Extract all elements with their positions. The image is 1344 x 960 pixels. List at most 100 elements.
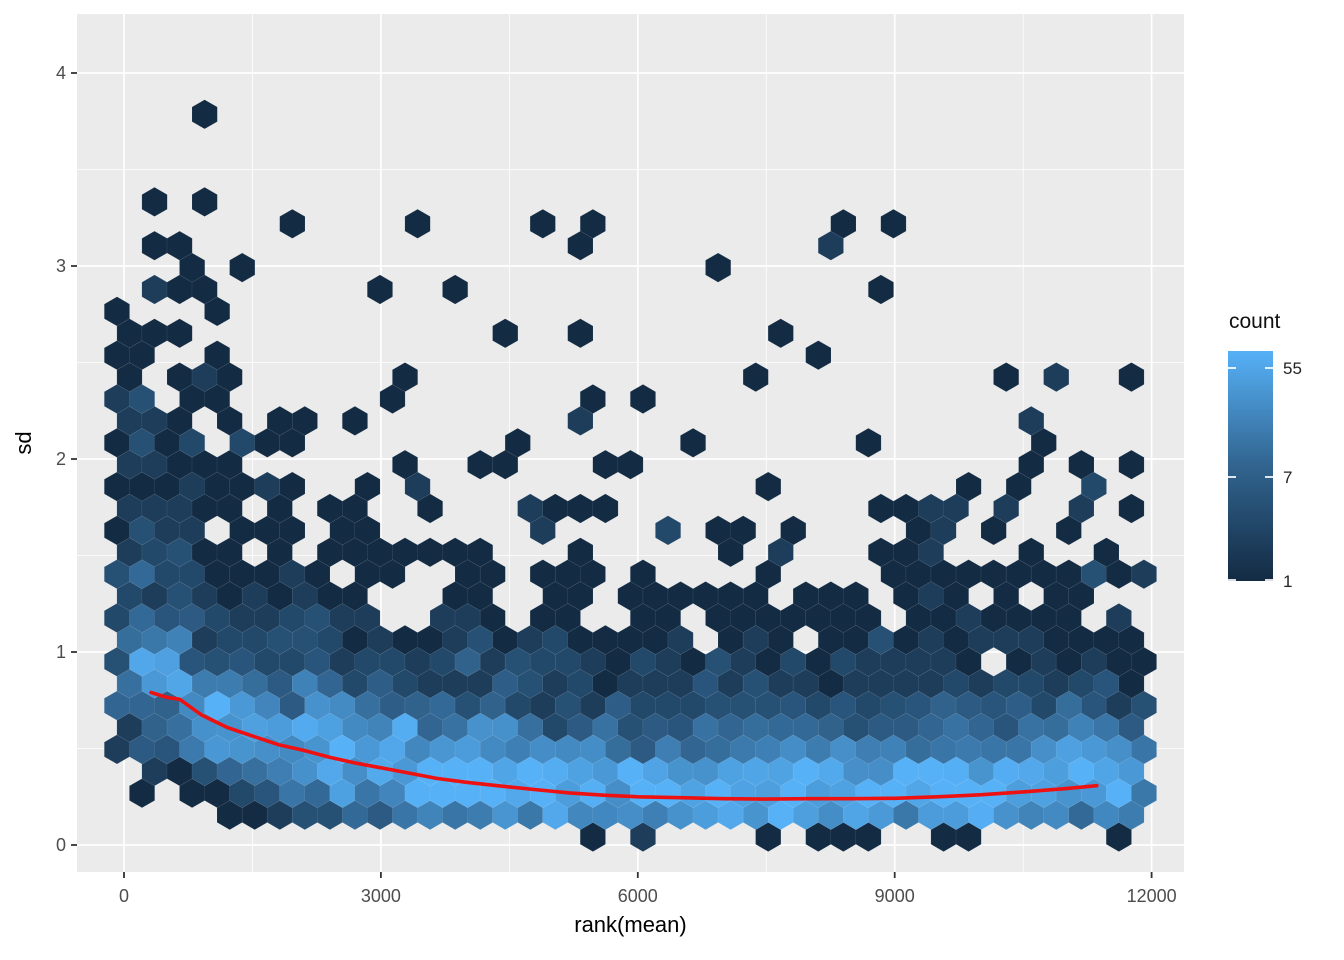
hex-bin xyxy=(266,537,293,568)
hex-bin xyxy=(1105,822,1132,852)
legend-title: count xyxy=(1229,310,1281,333)
hex-bin xyxy=(855,822,882,852)
hex-bin xyxy=(141,187,168,217)
hex-bin xyxy=(342,493,368,524)
hex-bin xyxy=(868,274,894,305)
hex-bin xyxy=(755,559,782,590)
x-axis-title: rank(mean) xyxy=(574,912,687,937)
hex-bin xyxy=(755,822,782,852)
hex-bin xyxy=(467,581,494,611)
hex-bin xyxy=(1118,493,1145,524)
hex-bin xyxy=(529,208,556,239)
hex-bin xyxy=(579,208,606,239)
y-tick-label: 2 xyxy=(56,449,66,469)
hex-bin xyxy=(1055,515,1082,546)
hex-bin xyxy=(567,537,594,568)
hex-bin xyxy=(1131,646,1157,677)
hex-bin xyxy=(354,603,381,633)
hex-bin xyxy=(492,318,519,349)
hex-bin xyxy=(216,449,243,480)
hex-bin xyxy=(529,515,556,546)
hex-bin xyxy=(680,427,706,458)
hex-bin xyxy=(592,493,619,524)
legend-colorbar xyxy=(1228,351,1273,581)
hex-bin xyxy=(367,274,393,305)
hex-bin xyxy=(279,471,306,502)
hex-bin xyxy=(1043,362,1070,392)
y-tick-label: 4 xyxy=(56,63,66,83)
hex-bin xyxy=(342,406,368,436)
hex-bin xyxy=(504,427,531,458)
legend-tick-mark xyxy=(1228,579,1236,581)
hex-bin xyxy=(1105,603,1132,633)
hex-bin xyxy=(1118,449,1145,480)
hex-bin xyxy=(1118,362,1145,392)
hex-bin xyxy=(943,581,969,611)
hex-bin xyxy=(166,406,193,436)
hex-bin xyxy=(717,537,744,568)
hex-bin xyxy=(417,493,443,524)
hex-bin xyxy=(404,471,431,502)
hex-bin xyxy=(166,230,193,261)
hex-bin xyxy=(266,493,293,524)
hex-bin xyxy=(567,318,594,349)
hex-bin xyxy=(1131,778,1157,809)
hex-bin xyxy=(993,362,1020,392)
y-tick-label: 0 xyxy=(56,835,66,855)
y-axis-title: sd xyxy=(11,431,36,455)
hex-bin xyxy=(1118,625,1145,655)
x-tick-label: 6000 xyxy=(618,886,658,906)
legend-tick-mark xyxy=(1265,366,1273,369)
hex-bin xyxy=(855,427,882,458)
hex-bin xyxy=(354,515,381,546)
hex-bin xyxy=(1131,559,1157,590)
x-tick-label: 3000 xyxy=(361,886,401,906)
hex-bin xyxy=(1118,800,1145,830)
hex-bin xyxy=(354,471,381,502)
hex-bin xyxy=(567,406,594,436)
hex-bin xyxy=(404,208,431,239)
hex-bin xyxy=(392,362,418,392)
hex-bin xyxy=(279,515,306,546)
hex-bin xyxy=(943,493,969,524)
hex-bin xyxy=(229,252,256,283)
hex-bin xyxy=(980,515,1007,546)
hex-bin xyxy=(204,384,231,414)
hex-bin xyxy=(1018,449,1045,480)
hex-bin xyxy=(467,537,494,568)
hex-bin xyxy=(279,427,306,458)
hex-bin xyxy=(780,515,807,546)
y-tick-label: 1 xyxy=(56,642,66,662)
x-tick-label: 0 xyxy=(119,886,129,906)
hex-bin xyxy=(567,581,594,611)
hex-bin xyxy=(655,515,681,546)
hex-bin xyxy=(166,318,193,349)
hex-bin xyxy=(830,208,857,239)
hex-bin xyxy=(279,208,306,239)
hex-bin xyxy=(479,559,506,590)
hex-bin xyxy=(1068,449,1095,480)
x-tick-label: 12000 xyxy=(1127,886,1177,906)
hex-bin xyxy=(767,318,794,349)
hex-bin xyxy=(216,362,243,392)
hex-bin xyxy=(918,537,944,568)
hex-bin xyxy=(579,559,606,590)
legend-tick-label: 1 xyxy=(1283,572,1293,591)
hex-bin xyxy=(655,603,681,633)
hex-bin xyxy=(842,581,869,611)
hex-bin xyxy=(1093,537,1120,568)
hex-bin xyxy=(730,515,757,546)
hex-bin xyxy=(805,340,832,371)
legend-tick-mark xyxy=(1265,579,1273,581)
hex-bin xyxy=(179,515,206,546)
hex-bin xyxy=(1030,427,1057,458)
hex-bin xyxy=(1068,581,1095,611)
hex-bin xyxy=(191,274,218,305)
hex-bin xyxy=(1118,712,1145,743)
hex-bin xyxy=(116,362,143,392)
legend-tick-label: 7 xyxy=(1283,468,1293,488)
hex-bin xyxy=(392,449,418,480)
hex-bin xyxy=(179,252,206,283)
hex-bin xyxy=(755,471,782,502)
